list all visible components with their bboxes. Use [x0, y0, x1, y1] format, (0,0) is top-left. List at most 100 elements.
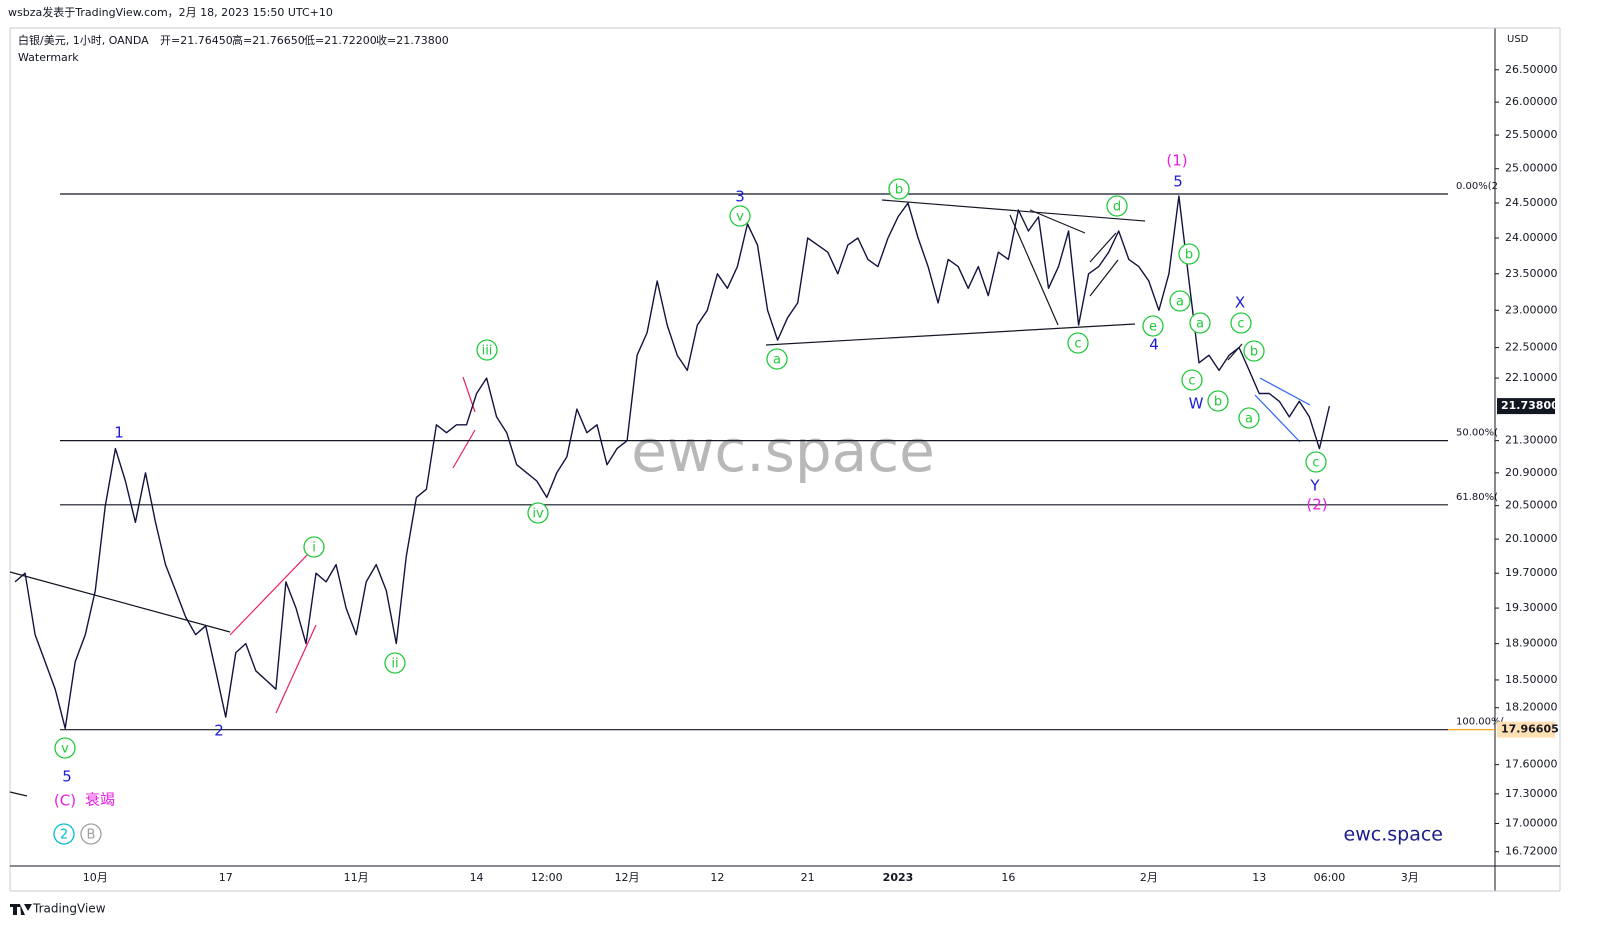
y-tick-label: 16.72000: [1505, 845, 1558, 858]
annotation: 5: [1173, 173, 1183, 191]
price-label-box: [1497, 398, 1555, 415]
annotation-circle: [384, 652, 406, 674]
annotation-circle: [1238, 407, 1260, 429]
ohlc-low: 低=21.72200: [304, 34, 377, 47]
annotation-circle: [729, 205, 751, 227]
y-tick-label: 24.50000: [1505, 196, 1558, 209]
annotation-circle: [1169, 290, 1191, 312]
annotation: W: [1189, 395, 1204, 413]
fib-label: 50.00%(: [1456, 428, 1498, 439]
price-label: 17.96605: [1501, 723, 1559, 736]
x-tick-label: 21: [801, 871, 815, 884]
price-label: 21.73800: [1501, 399, 1559, 412]
annotation: Y: [1309, 477, 1320, 495]
annotation: iv: [532, 507, 544, 522]
annotation: iii: [482, 344, 493, 359]
trend-line: [765, 323, 1136, 346]
annotation-circle: [1243, 340, 1265, 362]
y-tick-label: 22.50000: [1505, 341, 1558, 354]
annotation: X: [1235, 294, 1245, 312]
x-tick-label: 16: [1001, 871, 1015, 884]
annotation: (2): [1306, 496, 1327, 514]
y-tick-label: 26.50000: [1505, 63, 1558, 76]
y-axis-label: USD: [1507, 34, 1529, 45]
annotation-circle: [54, 737, 76, 759]
y-tick-label: 19.30000: [1505, 601, 1558, 614]
annotation-circle: [1207, 390, 1229, 412]
x-tick-label: 12月: [615, 871, 640, 884]
brand: ewc.space: [1344, 824, 1443, 846]
watermark-label: Watermark: [18, 51, 79, 64]
annotation-circle: [766, 348, 788, 370]
y-tick-label: 26.00000: [1505, 95, 1558, 108]
annotation: 衰竭: [85, 791, 115, 809]
symbol: 白银/美元, 1小时, OANDA: [18, 33, 149, 47]
x-tick-label: 13: [1252, 871, 1266, 884]
x-tick-label: 17: [219, 871, 233, 884]
price-line: [14, 195, 1331, 730]
annotation-circle: [53, 823, 75, 845]
annotation: e: [1149, 320, 1157, 335]
x-tick-label: 2023: [883, 871, 914, 884]
annotation: 3: [735, 188, 745, 206]
y-tick-label: 24.00000: [1505, 231, 1558, 244]
x-tick-label: 06:00: [1314, 871, 1346, 884]
y-tick-label: 17.00000: [1505, 817, 1558, 830]
annotation: 5: [62, 768, 72, 786]
y-tick-label: 23.50000: [1505, 267, 1558, 280]
trend-line: [1089, 259, 1119, 297]
fib-label: 0.00%(2: [1456, 181, 1498, 192]
trend-line: [275, 624, 317, 714]
trend-line: [9, 791, 28, 797]
x-tick-label: 3月: [1401, 871, 1419, 884]
annotation: d: [1113, 200, 1121, 215]
trend-line: [881, 199, 1146, 222]
logo: TradingView: [32, 902, 106, 916]
trend-line: [1259, 377, 1311, 406]
annotation: a: [1196, 317, 1204, 332]
y-tick-label: 20.50000: [1505, 499, 1558, 512]
annotation: c: [1312, 456, 1319, 471]
annotation-circle: [1142, 315, 1164, 337]
annotation: a: [1245, 412, 1253, 427]
trend-line: [452, 429, 476, 469]
y-tick-label: 20.10000: [1505, 532, 1558, 545]
annotation: (1): [1166, 152, 1187, 170]
y-tick-label: 17.30000: [1505, 787, 1558, 800]
annotation: v: [61, 742, 69, 757]
annotation: B: [87, 828, 96, 843]
y-tick-label: 19.70000: [1505, 566, 1558, 579]
y-tick-label: 17.60000: [1505, 758, 1558, 771]
annotation: 2: [214, 722, 224, 740]
annotation-circle: [80, 823, 102, 845]
annotation: b: [1250, 345, 1258, 360]
trend-line: [1089, 232, 1117, 263]
price-label-box: [1497, 721, 1555, 738]
annotation-circle: [1178, 243, 1200, 265]
y-tick-label: 22.10000: [1505, 371, 1558, 384]
y-tick-label: 18.90000: [1505, 637, 1558, 650]
y-tick-label: 21.30000: [1505, 434, 1558, 447]
y-tick-label: 18.50000: [1505, 673, 1558, 686]
annotation-circle: [1230, 312, 1252, 334]
watermark: ewc.space: [631, 417, 935, 485]
annotation-circle: [1189, 312, 1211, 334]
annotation: b: [1214, 395, 1222, 410]
annotation-circle: [1106, 195, 1128, 217]
y-tick-label: 25.00000: [1505, 162, 1558, 175]
x-tick-label: 14: [470, 871, 484, 884]
x-tick-label: 10月: [83, 871, 108, 884]
annotation-circle: [1305, 451, 1327, 473]
annotation: c: [1074, 337, 1081, 352]
annotation: 1: [114, 424, 124, 442]
trend-line: [229, 551, 311, 636]
ohlc-high: 高=21.76650: [232, 33, 305, 47]
annotation: v: [736, 210, 744, 225]
annotation: i: [312, 541, 316, 556]
annotation: a: [1176, 295, 1184, 310]
annotation: a: [773, 353, 781, 368]
publisher: wsbza发表于TradingView.com，2月 18, 2023 15:5…: [8, 5, 333, 19]
trend-lines: [9, 199, 1311, 797]
